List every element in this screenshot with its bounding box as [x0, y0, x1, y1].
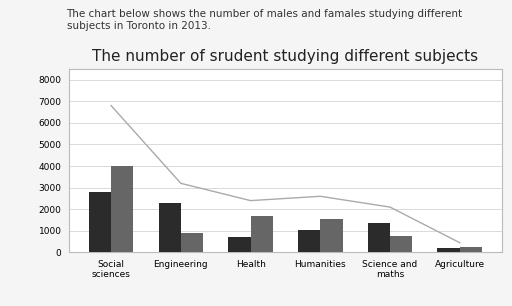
Bar: [250, 216, 273, 252]
Bar: [390, 236, 412, 252]
Title: The number of srudent studying different subjects: The number of srudent studying different…: [92, 49, 479, 64]
Bar: [228, 237, 250, 252]
Bar: [460, 247, 482, 252]
Text: The chart below shows the number of males and famales studying different
subject: The chart below shows the number of male…: [67, 9, 463, 31]
Bar: [89, 192, 111, 252]
Bar: [368, 223, 390, 252]
Bar: [181, 233, 203, 252]
Bar: [298, 230, 321, 252]
Bar: [159, 203, 181, 252]
Bar: [321, 219, 343, 252]
Bar: [437, 248, 460, 252]
Bar: [111, 166, 134, 252]
